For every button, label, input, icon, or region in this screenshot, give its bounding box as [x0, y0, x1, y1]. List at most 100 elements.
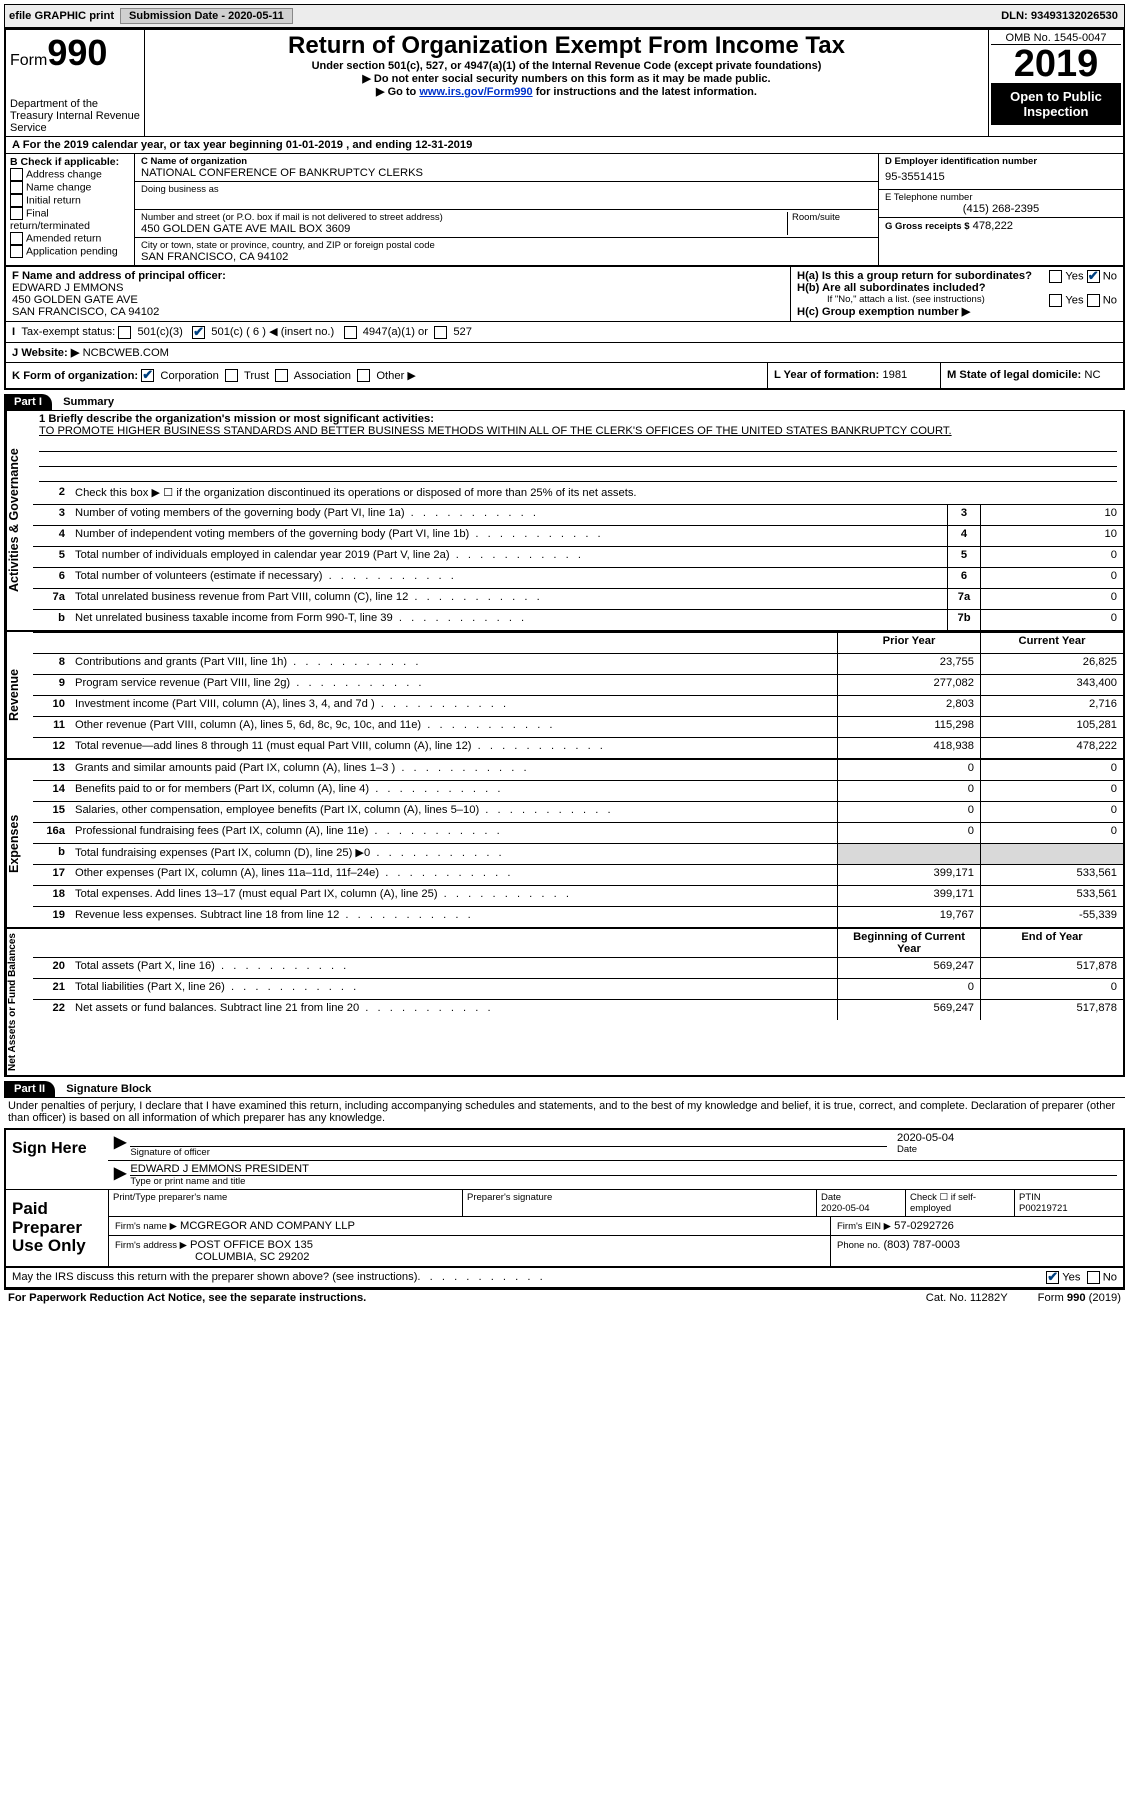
col-b-checkboxes: B Check if applicable: Address change Na… [6, 154, 135, 265]
room-suite: Room/suite [787, 212, 872, 235]
form-ref: Form 990 (2019) [1038, 1292, 1121, 1304]
sidelabel-rev: Revenue [6, 632, 33, 758]
line2-discontinued: Check this box ▶ ☐ if the organization d… [71, 484, 1123, 504]
cb-assoc[interactable] [275, 369, 288, 382]
paid-preparer-label: Paid Preparer Use Only [6, 1190, 108, 1266]
ha-no[interactable] [1087, 270, 1100, 283]
sidelabel-exp: Expenses [6, 760, 33, 927]
firm-addr1: POST OFFICE BOX 135 [190, 1239, 313, 1251]
table-row: 19 Revenue less expenses. Subtract line … [33, 907, 1123, 927]
cat-no: Cat. No. 11282Y [926, 1292, 1008, 1304]
section-revenue: Revenue Prior Year Current Year 8 Contri… [4, 632, 1125, 760]
dln-value: DLN: 93493132026530 [1001, 10, 1124, 22]
row-3: 3 Number of voting members of the govern… [33, 505, 1123, 526]
box-h: H(a) Is this a group return for subordin… [790, 267, 1123, 321]
org-street: 450 GOLDEN GATE AVE MAIL BOX 3609 [141, 223, 787, 235]
firm-name: MCGREGOR AND COMPANY LLP [180, 1220, 355, 1232]
row-7b: b Net unrelated business taxable income … [33, 610, 1123, 630]
cb-amended[interactable]: Amended return [10, 232, 130, 245]
cb-pending[interactable]: Application pending [10, 245, 130, 258]
box-f: F Name and address of principal officer:… [6, 267, 790, 321]
entity-block: B Check if applicable: Address change Na… [4, 153, 1125, 267]
table-row: 9 Program service revenue (Part VIII, li… [33, 675, 1123, 696]
signature-label: Signature of officer [130, 1147, 887, 1158]
tax-year: 2019 [991, 45, 1121, 83]
mission-text: TO PROMOTE HIGHER BUSINESS STANDARDS AND… [39, 425, 952, 437]
state-domicile: NC [1084, 369, 1100, 381]
penalties-declaration: Under penalties of perjury, I declare th… [4, 1098, 1125, 1126]
line1-label: 1 Briefly describe the organization's mi… [39, 413, 434, 425]
col-d-ein: D Employer identification number 95-3551… [879, 154, 1123, 265]
cb-other[interactable] [357, 369, 370, 382]
irs-link[interactable]: www.irs.gov/Form990 [419, 86, 532, 98]
prep-date: 2020-05-04 [821, 1203, 901, 1214]
ptin-value: P00219721 [1019, 1203, 1119, 1214]
gross-receipts: 478,222 [973, 220, 1013, 232]
officer-name: EDWARD J EMMONS [12, 282, 123, 294]
table-row: 15 Salaries, other compensation, employe… [33, 802, 1123, 823]
part2-header: Part II Signature Block [4, 1081, 1125, 1098]
form-title: Return of Organization Exempt From Incom… [151, 32, 982, 60]
form-header: Form990 Department of the Treasury Inter… [4, 28, 1125, 136]
ssn-notice: ▶ Do not enter social security numbers o… [151, 72, 982, 85]
table-row: 22 Net assets or fund balances. Subtract… [33, 1000, 1123, 1020]
header-right: OMB No. 1545-0047 2019 Open to Public In… [988, 30, 1123, 136]
cb-name[interactable]: Name change [10, 181, 130, 194]
submission-date-btn[interactable]: Submission Date - 2020-05-11 [120, 8, 293, 24]
org-city: SAN FRANCISCO, CA 94102 [141, 251, 872, 263]
arrow-icon: ▶ [114, 1132, 130, 1158]
self-employed-cb[interactable]: Check ☐ if self-employed [906, 1190, 1015, 1216]
efile-label[interactable]: efile GRAPHIC print [5, 10, 118, 22]
hdr-beginning-year: Beginning of Current Year [837, 929, 980, 957]
row-j: J Website: ▶ NCBCWEB.COM [4, 343, 1125, 363]
table-row: 17 Other expenses (Part IX, column (A), … [33, 865, 1123, 886]
table-row: b Total fundraising expenses (Part IX, c… [33, 844, 1123, 865]
arrow-icon: ▶ [114, 1163, 130, 1187]
goto-line: ▶ Go to www.irs.gov/Form990 for instruct… [151, 85, 982, 98]
row-7a: 7a Total unrelated business revenue from… [33, 589, 1123, 610]
header-center: Return of Organization Exempt From Incom… [145, 30, 988, 136]
row-klm: K Form of organization: Corporation Trus… [4, 363, 1125, 391]
ha-yes[interactable] [1049, 270, 1062, 283]
discuss-row: May the IRS discuss this return with the… [4, 1268, 1125, 1289]
cb-4947[interactable] [344, 326, 357, 339]
discuss-no[interactable] [1087, 1271, 1100, 1284]
sign-here-block: Sign Here ▶ Signature of officer 2020-05… [4, 1128, 1125, 1268]
table-row: 21 Total liabilities (Part X, line 26) 0… [33, 979, 1123, 1000]
table-row: 18 Total expenses. Add lines 13–17 (must… [33, 886, 1123, 907]
col-c-name-addr: C Name of organization NATIONAL CONFEREN… [135, 154, 879, 265]
hb-no[interactable] [1087, 294, 1100, 307]
row-5: 5 Total number of individuals employed i… [33, 547, 1123, 568]
cb-527[interactable] [434, 326, 447, 339]
firm-phone: (803) 787-0003 [883, 1239, 960, 1251]
cb-address[interactable]: Address change [10, 168, 130, 181]
firm-ein: 57-0292726 [894, 1220, 954, 1232]
cb-trust[interactable] [225, 369, 238, 382]
row-i: I Tax-exempt status: 501(c)(3) 501(c) ( … [4, 322, 1125, 343]
section-activities-governance: Activities & Governance 1 Briefly descri… [4, 411, 1125, 632]
cb-final[interactable]: Final return/terminated [10, 207, 130, 232]
typed-name: EDWARD J EMMONS PRESIDENT [130, 1163, 1117, 1176]
website[interactable]: NCBCWEB.COM [83, 347, 169, 359]
part1-header: Part I Summary [4, 394, 1125, 411]
header-left: Form990 Department of the Treasury Inter… [6, 30, 145, 136]
discuss-yes[interactable] [1046, 1271, 1059, 1284]
sign-here-label: Sign Here [6, 1130, 108, 1189]
hdr-prior-year: Prior Year [837, 633, 980, 653]
table-row: 16a Professional fundraising fees (Part … [33, 823, 1123, 844]
form-subtitle: Under section 501(c), 527, or 4947(a)(1)… [151, 60, 982, 72]
sidelabel-ag: Activities & Governance [6, 411, 33, 630]
cb-initial[interactable]: Initial return [10, 194, 130, 207]
section-net-assets: Net Assets or Fund Balances Beginning of… [4, 929, 1125, 1077]
hdr-current-year: Current Year [980, 633, 1123, 653]
cb-501c[interactable] [192, 326, 205, 339]
cb-corp[interactable] [141, 369, 154, 382]
year-formation: 1981 [882, 369, 907, 381]
open-to-public: Open to Public Inspection [991, 83, 1121, 125]
org-name: NATIONAL CONFERENCE OF BANKRUPTCY CLERKS [141, 167, 872, 179]
telephone: (415) 268-2395 [885, 203, 1117, 215]
ein-value: 95-3551415 [885, 167, 1117, 187]
sidelabel-na: Net Assets or Fund Balances [6, 929, 33, 1075]
hb-yes[interactable] [1049, 294, 1062, 307]
cb-501c3[interactable] [118, 326, 131, 339]
